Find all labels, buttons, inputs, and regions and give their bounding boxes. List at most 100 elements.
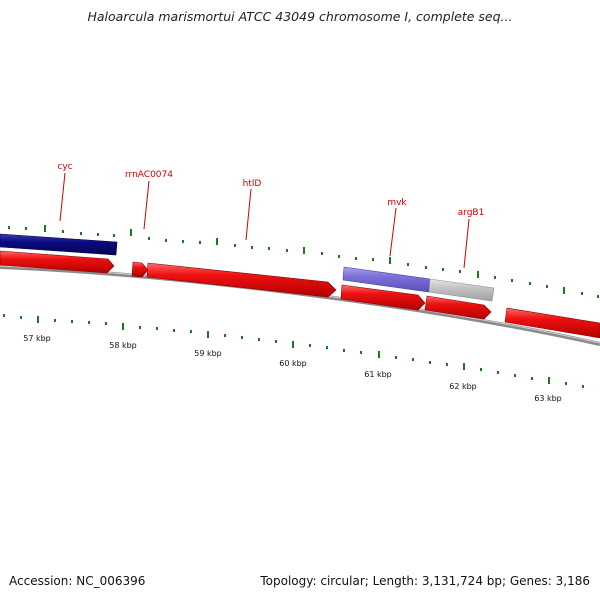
sequence-title: Haloarcula marismortui ATCC 43049 chromo…	[87, 9, 513, 24]
tick	[548, 377, 550, 384]
tick	[139, 326, 141, 329]
tick	[8, 226, 10, 229]
leader-cyc	[59, 172, 66, 222]
tick	[360, 351, 362, 354]
leader-mvk	[389, 207, 397, 257]
gene-label-cyc[interactable]: cyc	[57, 162, 72, 172]
tick	[563, 287, 565, 294]
tick	[165, 239, 167, 242]
tick	[372, 258, 374, 261]
tick	[275, 340, 277, 343]
tick	[429, 361, 431, 364]
tick	[529, 282, 531, 285]
tick	[338, 255, 340, 258]
tick	[224, 334, 226, 337]
tick	[531, 377, 533, 380]
upper-tick-row	[8, 225, 599, 298]
tick	[355, 257, 357, 260]
gene-cyc[interactable]	[0, 233, 118, 256]
tick	[37, 316, 39, 323]
tick	[565, 382, 567, 385]
tick	[173, 329, 175, 332]
tick	[80, 232, 82, 235]
tick	[130, 229, 132, 236]
tick	[303, 247, 305, 254]
tick	[425, 266, 427, 269]
tick	[442, 268, 444, 271]
gene-argB1[interactable]	[428, 278, 495, 302]
backbone-line-highlight	[0, 265, 600, 344]
gene-red-1[interactable]	[0, 250, 115, 274]
tick	[268, 247, 270, 250]
tick	[156, 327, 158, 330]
gene-htlD[interactable]	[146, 262, 337, 298]
tick	[378, 351, 380, 358]
gene-label-htlD[interactable]: htlD	[243, 179, 262, 189]
tick	[494, 276, 496, 279]
tick	[395, 356, 397, 359]
tick	[182, 240, 184, 243]
tick	[122, 323, 124, 330]
tick	[446, 363, 448, 366]
tick	[190, 330, 192, 333]
tick	[20, 316, 22, 319]
tick	[44, 225, 46, 232]
tick	[97, 233, 99, 236]
tick	[546, 285, 548, 288]
topology-label: Topology: circular; Length: 3,131,724 bp…	[260, 574, 590, 588]
backbone-line	[0, 265, 600, 346]
kbp-label: 61 kbp	[364, 370, 392, 379]
tick	[459, 270, 461, 273]
tick	[54, 319, 56, 322]
gene-label-rrnAC0074[interactable]: rrnAC0074	[125, 170, 173, 180]
tick	[148, 237, 150, 240]
tick	[3, 314, 5, 317]
tick	[25, 227, 27, 230]
kbp-label: 63 kbp	[534, 394, 562, 403]
leader-argB1	[463, 218, 470, 269]
tick	[88, 321, 90, 324]
tick	[234, 244, 236, 247]
tick	[514, 374, 516, 377]
tick	[480, 368, 482, 371]
tick	[241, 336, 243, 339]
tick	[292, 341, 294, 348]
gene-red-4[interactable]	[340, 284, 426, 311]
accession-label: Accession: NC_006396	[9, 574, 146, 588]
tick	[71, 320, 73, 323]
gene-red-6[interactable]	[504, 307, 600, 339]
kbp-label: 62 kbp	[449, 382, 477, 391]
tick	[412, 358, 414, 361]
tick	[407, 263, 409, 266]
tick	[581, 292, 583, 295]
tick	[216, 238, 218, 245]
leader-htlD	[245, 188, 252, 241]
lower-tick-row	[3, 314, 584, 388]
gene-red-5[interactable]	[424, 295, 492, 320]
kbp-label: 60 kbp	[279, 359, 307, 368]
tick	[62, 230, 64, 233]
kbp-label: 59 kbp	[194, 349, 222, 358]
leader-rrnAC0074	[143, 180, 150, 230]
tick	[321, 252, 323, 255]
tick	[511, 279, 513, 282]
tick	[343, 349, 345, 352]
tick	[258, 338, 260, 341]
tick	[309, 344, 311, 347]
gene-label-argB1[interactable]: argB1	[458, 208, 485, 218]
tick	[199, 241, 201, 244]
kbp-label: 57 kbp	[23, 334, 51, 343]
tick	[497, 371, 499, 374]
tick	[463, 363, 465, 370]
kbp-label: 58 kbp	[109, 341, 137, 350]
tick	[597, 295, 599, 298]
tick	[207, 331, 209, 338]
tick	[582, 385, 584, 388]
gene-rrnAC0074[interactable]	[131, 261, 149, 278]
tick	[251, 246, 253, 249]
gene-label-mvk[interactable]: mvk	[387, 198, 407, 208]
tick	[105, 322, 107, 325]
tick	[286, 249, 288, 252]
